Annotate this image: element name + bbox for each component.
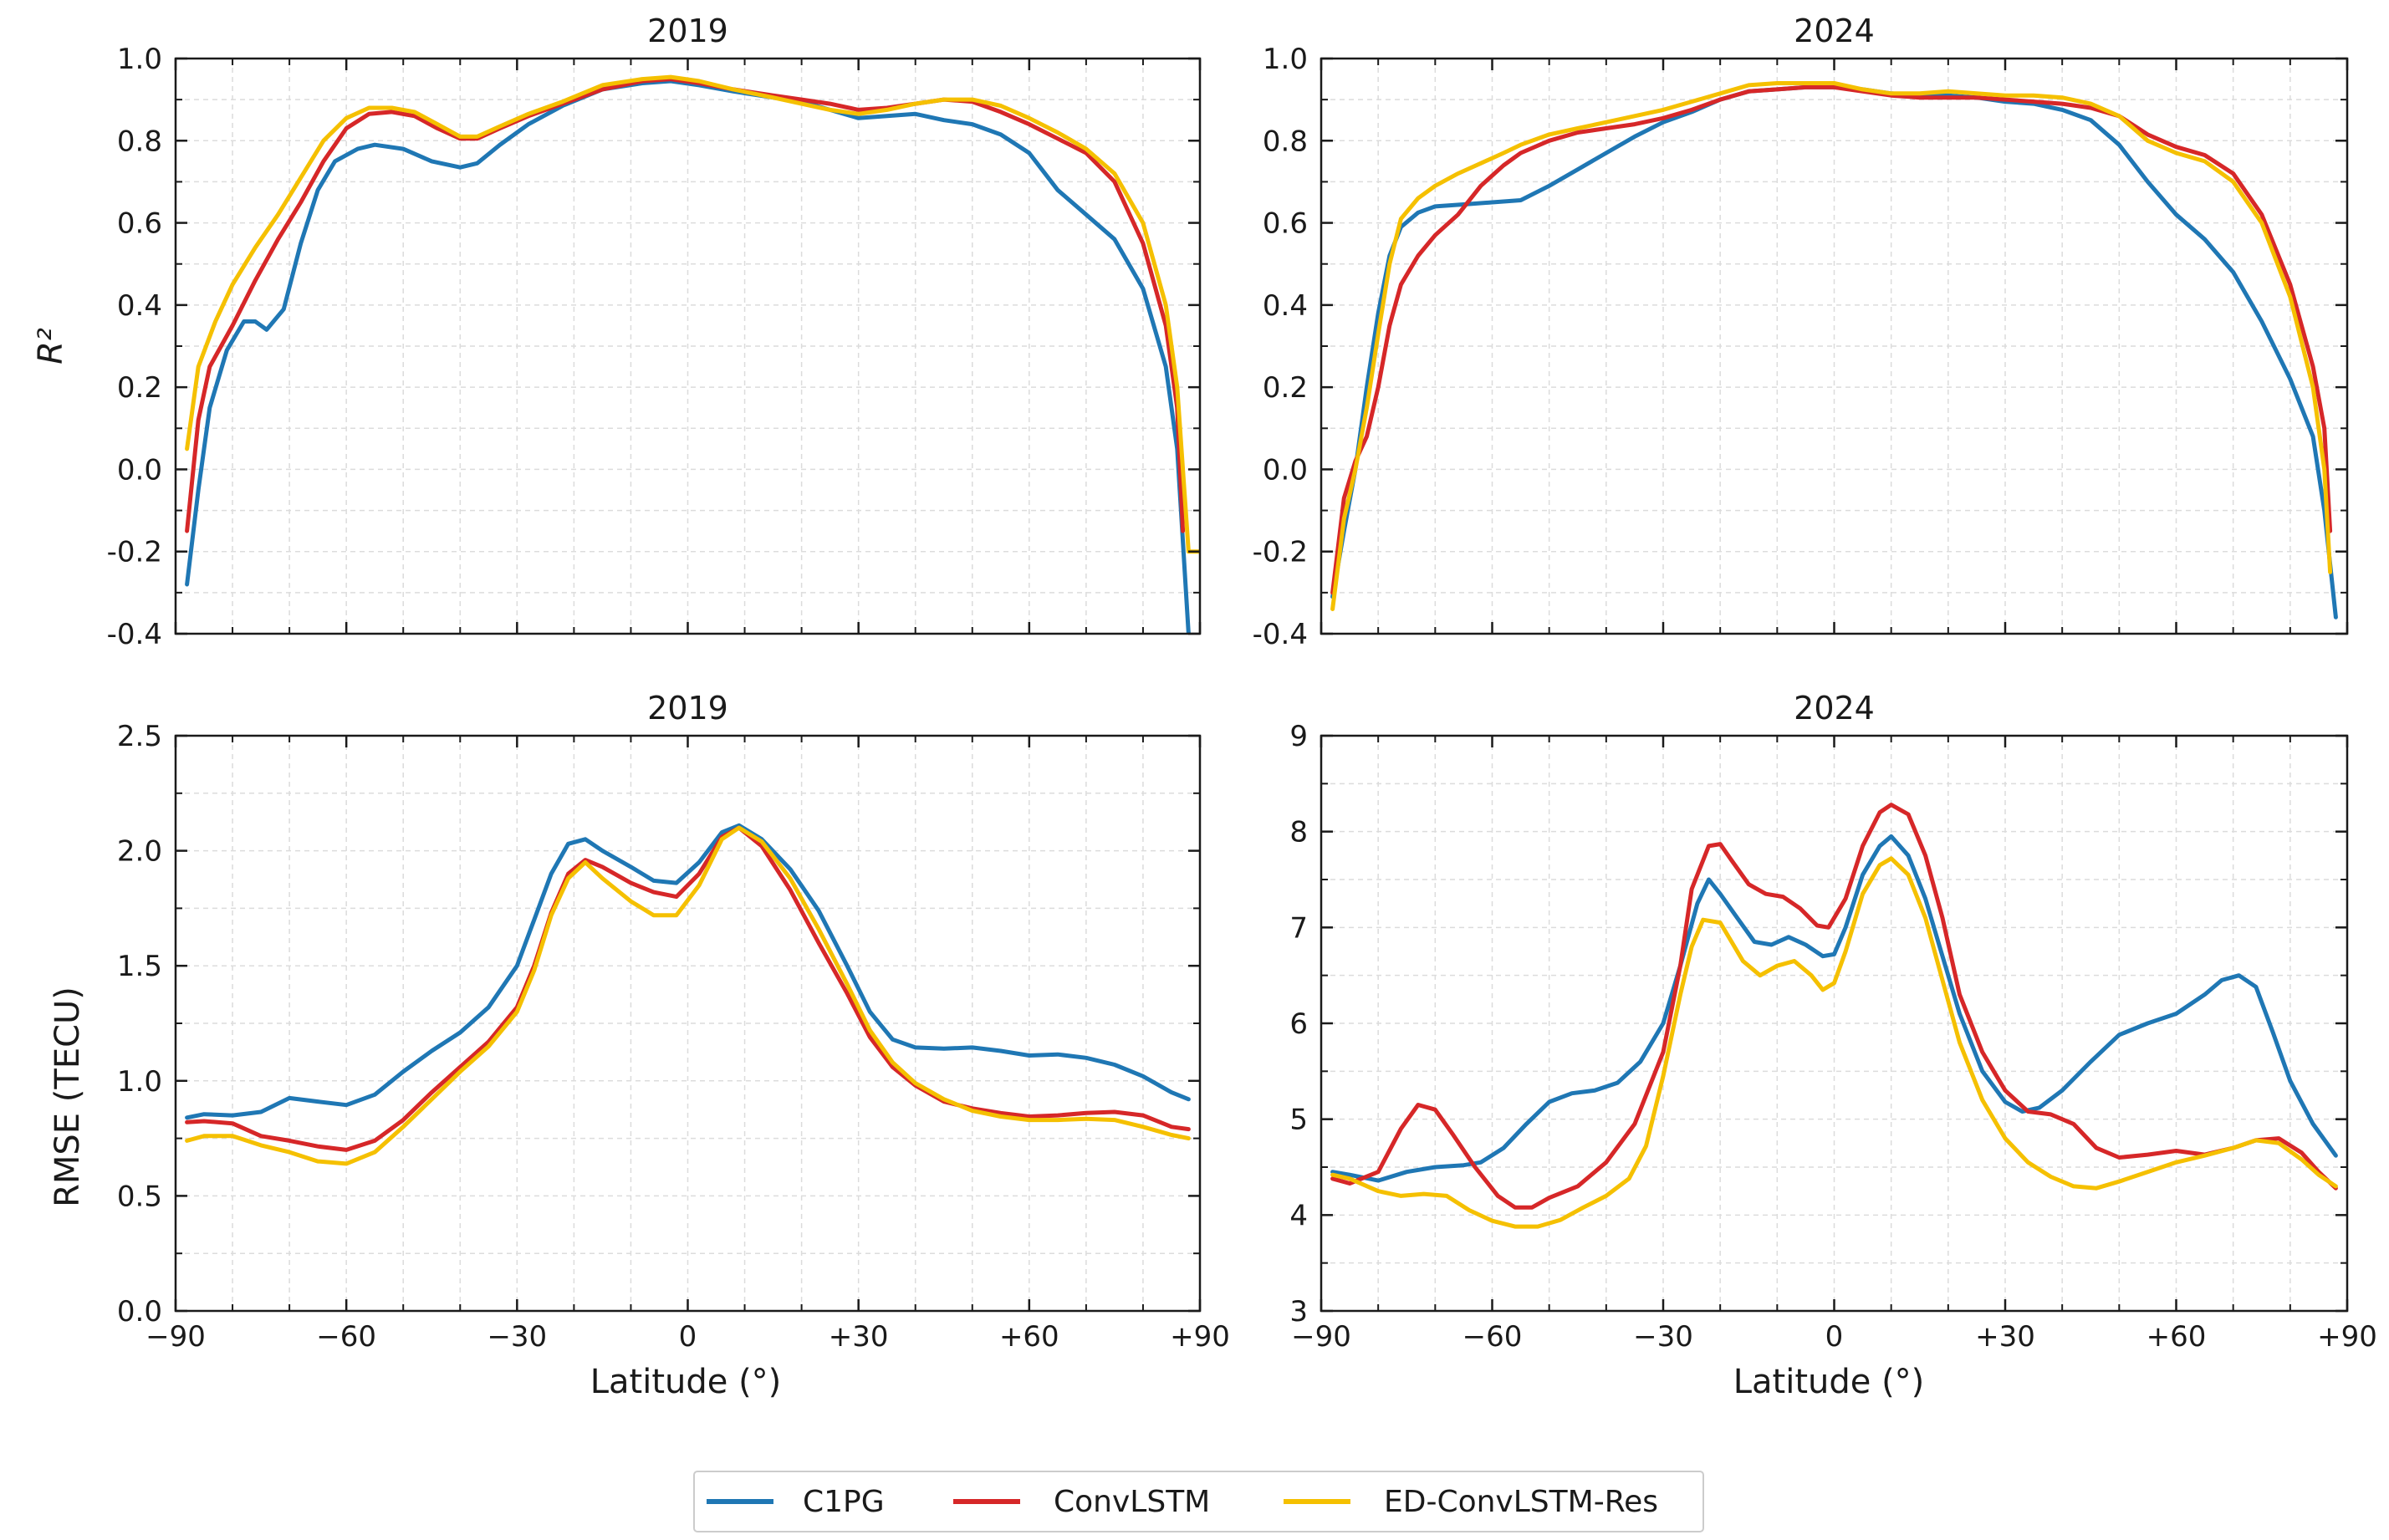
y-tick-label: 0.8 xyxy=(1263,125,1308,158)
x-tick-label: +60 xyxy=(999,1320,1059,1354)
y-tick-label: 5 xyxy=(1289,1104,1308,1137)
series-line-ed-convlstm-res xyxy=(1330,856,2338,1229)
x-tick-label: +90 xyxy=(1170,1320,1230,1354)
x-tick-label: 0 xyxy=(679,1320,697,1354)
y-tick-label: -0.2 xyxy=(1253,536,1308,569)
chart-panel-3: 0.0 0.5 1.0 1.5 2.0 2.5 −90 −60 −30 0 +30 +60 +90 201… xyxy=(117,690,1230,1354)
y-tick-label: -0.4 xyxy=(107,618,162,651)
y-tick-label: 1.0 xyxy=(117,1065,162,1099)
legend-label-c1pg: C1PG xyxy=(803,1485,885,1519)
chart-panel-2: -0.4 -0.2 0.0 0.2 0.4 0.6 0.8 1.0 2024 xyxy=(1253,13,2349,651)
y-tick-label: 0.0 xyxy=(1263,453,1308,487)
y-tick-label: 0.8 xyxy=(117,125,162,158)
plot-frame xyxy=(174,734,1202,1313)
y-tick-label: 9 xyxy=(1289,720,1308,753)
series-line-ed-convlstm-res xyxy=(185,74,1200,554)
series-line-ed-convlstm-res xyxy=(185,825,1191,1166)
series-lines xyxy=(185,823,1191,1166)
plot-frame xyxy=(1320,734,2349,1313)
y-tick-label: 0.6 xyxy=(117,207,162,241)
y-tick-label: 7 xyxy=(1289,911,1308,945)
x-tick-label: −60 xyxy=(316,1320,376,1354)
series-line-convlstm xyxy=(1330,803,2338,1210)
series-line-convlstm xyxy=(1330,84,2333,595)
y-axis-label-rmse: RMSE (TECU) xyxy=(48,987,87,1207)
y-tick-label: 4 xyxy=(1289,1199,1308,1232)
panel-title: 2019 xyxy=(647,690,728,727)
y-tick-label: 6 xyxy=(1289,1007,1308,1041)
x-tick-label: −90 xyxy=(1291,1320,1351,1354)
y-tick-label: 0.0 xyxy=(117,1295,162,1328)
x-tick-label: +30 xyxy=(1975,1320,2035,1354)
y-tick-label: 0.2 xyxy=(117,371,162,405)
x-tick-label: +30 xyxy=(829,1320,889,1354)
y-tick-label: 1.0 xyxy=(1263,43,1308,76)
grid xyxy=(175,735,1201,1312)
panel-title: 2019 xyxy=(647,13,728,49)
y-tick-label: 0.4 xyxy=(117,289,162,323)
panel-title: 2024 xyxy=(1794,13,1875,49)
panels-layer: -0.4 -0.2 0.0 0.2 0.4 0.6 0.8 1.0 2019 R² -0.4 -0.2… xyxy=(32,13,2377,1354)
x-tick-label: −60 xyxy=(1462,1320,1523,1354)
y-tick-label: 0.5 xyxy=(117,1180,162,1213)
legend-label-convlstm: ConvLSTM xyxy=(1054,1485,1210,1519)
y-tick-label: 0.4 xyxy=(1263,289,1308,323)
x-axis-label-right: Latitude (°) xyxy=(1733,1363,1925,1401)
y-tick-label: -0.4 xyxy=(1253,618,1308,651)
x-tick-label: +90 xyxy=(2317,1320,2377,1354)
legend-label-ed-convlstm-res: ED-ConvLSTM-Res xyxy=(1384,1485,1658,1519)
y-axis-label-r2: R² xyxy=(32,328,70,365)
y-tick-label: 2.0 xyxy=(117,835,162,869)
series-lines xyxy=(185,74,1200,634)
chart-panel-4: 3 4 5 6 7 8 9 −90 −60 −30 0 +30 +60 +90 2024 xyxy=(1289,690,2377,1354)
legend: C1PG ConvLSTM ED-ConvLSTM-Res xyxy=(693,1471,1704,1532)
y-tick-label: 8 xyxy=(1289,816,1308,849)
x-tick-label: −30 xyxy=(1633,1320,1693,1354)
series-lines xyxy=(1330,803,2338,1229)
chart-panel-1: -0.4 -0.2 0.0 0.2 0.4 0.6 0.8 1.0 2019 R² xyxy=(32,13,1202,651)
y-tick-label: 1.0 xyxy=(117,43,162,76)
legend-frame xyxy=(693,1471,1704,1532)
y-tick-label: 3 xyxy=(1289,1295,1308,1328)
x-axis-label-left: Latitude (°) xyxy=(590,1363,782,1401)
x-tick-label: 0 xyxy=(1825,1320,1844,1354)
y-tick-label: 0.6 xyxy=(1263,207,1308,241)
series-lines xyxy=(1330,81,2338,620)
x-tick-label: −90 xyxy=(145,1320,206,1354)
x-tick-label: +60 xyxy=(2147,1320,2207,1354)
y-tick-label: 0.2 xyxy=(1263,371,1308,405)
y-tick-label: 1.5 xyxy=(117,950,162,983)
y-tick-label: 2.5 xyxy=(117,720,162,753)
series-line-ed-convlstm-res xyxy=(1330,81,2333,611)
plot-frame xyxy=(174,57,1202,635)
series-line-c1pg xyxy=(185,823,1191,1120)
series-line-c1pg xyxy=(1330,834,2338,1183)
series-line-convlstm xyxy=(185,825,1191,1152)
x-tick-label: −30 xyxy=(487,1320,547,1354)
y-tick-label: -0.2 xyxy=(107,536,162,569)
panel-title: 2024 xyxy=(1794,690,1875,727)
plot-frame xyxy=(1320,57,2349,635)
y-tick-label: 0.0 xyxy=(117,453,162,487)
